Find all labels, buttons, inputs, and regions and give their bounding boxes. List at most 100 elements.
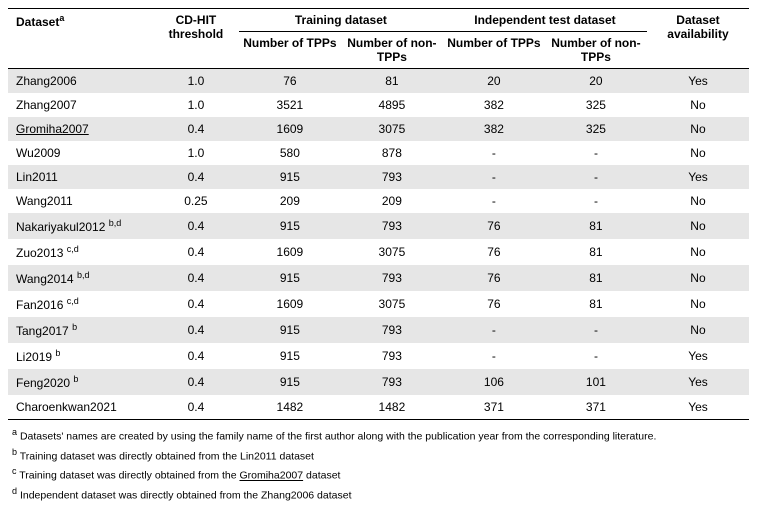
footnote-d: d Independent dataset was directly obtai… [12,485,745,504]
cell-dataset: Nakariyakul2012 b,d [8,213,153,239]
cell-dataset: Zhang2007 [8,93,153,117]
cell-train-tpp: 915 [239,265,341,291]
cell-availability: No [647,141,749,165]
dataset-name: Wang2011 [16,194,73,208]
table-row: Charoenkwan20210.414821482371371Yes [8,395,749,420]
dataset-name: Charoenkwan2021 [16,400,117,414]
cell-cdhit: 0.4 [153,117,239,141]
cell-test-non: - [545,141,647,165]
cell-train-tpp: 3521 [239,93,341,117]
dataset-sup: b [73,374,78,384]
cell-availability: Yes [647,395,749,420]
cell-train-tpp: 1482 [239,395,341,420]
footnote-a-text: Datasets' names are created by using the… [20,431,656,443]
cell-train-non: 793 [341,165,443,189]
dataset-sup: b [55,348,60,358]
cell-train-non: 878 [341,141,443,165]
dataset-sup: b [72,322,77,332]
cell-train-non: 81 [341,69,443,94]
table-row: Li2019 b0.4915793--Yes [8,343,749,369]
cell-availability: No [647,291,749,317]
table-row: Wang20110.25209209--No [8,189,749,213]
cell-availability: No [647,265,749,291]
table-row: Lin20110.4915793--Yes [8,165,749,189]
cell-train-non: 793 [341,369,443,395]
footnote-a-sup: a [12,427,17,437]
cell-test-non: - [545,343,647,369]
cell-test-non: - [545,165,647,189]
cell-train-tpp: 915 [239,343,341,369]
cell-train-non: 793 [341,265,443,291]
cell-dataset: Wang2011 [8,189,153,213]
footnote-c: c Training dataset was directly obtained… [12,465,745,484]
cell-train-tpp: 915 [239,165,341,189]
cell-test-tpp: - [443,165,545,189]
cell-train-tpp: 915 [239,369,341,395]
cell-availability: No [647,317,749,343]
cell-test-non: 81 [545,265,647,291]
dataset-name: Zhang2007 [16,98,77,112]
footnote-d-text: Independent dataset was directly obtaine… [20,490,352,502]
cell-dataset: Tang2017 b [8,317,153,343]
table-body: Zhang20061.076812020YesZhang20071.035214… [8,69,749,420]
cell-train-tpp: 1609 [239,291,341,317]
datasets-table: Dataseta CD-HIT threshold Training datas… [8,8,749,420]
cell-train-tpp: 915 [239,317,341,343]
cell-availability: Yes [647,165,749,189]
col-independent: Independent test dataset [443,9,647,32]
col-train-tpps: Number of TPPs [239,32,341,69]
cell-availability: No [647,189,749,213]
cell-test-non: - [545,317,647,343]
table-row: Gromiha20070.416093075382325No [8,117,749,141]
cell-test-non: 325 [545,117,647,141]
cell-cdhit: 1.0 [153,69,239,94]
col-training: Training dataset [239,9,443,32]
cell-dataset: Wu2009 [8,141,153,165]
col-dataset-label: Dataset [16,15,59,29]
dataset-name: Wu2009 [16,146,60,160]
cell-cdhit: 0.4 [153,239,239,265]
cell-train-non: 3075 [341,117,443,141]
cell-dataset: Gromiha2007 [8,117,153,141]
cell-availability: No [647,239,749,265]
cell-train-non: 3075 [341,291,443,317]
cell-cdhit: 0.25 [153,189,239,213]
cell-cdhit: 0.4 [153,343,239,369]
dataset-name: Lin2011 [16,170,58,184]
col-dataset-sup: a [59,13,64,23]
cell-cdhit: 1.0 [153,93,239,117]
footnote-c-underlined: Gromiha2007 [239,470,303,482]
dataset-name: Wang2014 [16,272,77,286]
cell-test-tpp: 76 [443,291,545,317]
cell-test-non: 101 [545,369,647,395]
cell-dataset: Zhang2006 [8,69,153,94]
dataset-name: Feng2020 [16,376,73,390]
cell-test-non: 81 [545,213,647,239]
footnote-d-sup: d [12,486,17,496]
col-cdhit: CD-HIT threshold [153,9,239,69]
cell-test-tpp: 76 [443,265,545,291]
cell-test-tpp: - [443,343,545,369]
col-test-nontpps: Number of non-TPPs [545,32,647,69]
cell-train-non: 209 [341,189,443,213]
cell-cdhit: 0.4 [153,165,239,189]
cell-train-non: 3075 [341,239,443,265]
dataset-sup: c,d [67,296,79,306]
footnote-b-text: Training dataset was directly obtained f… [20,450,314,462]
cell-dataset: Zuo2013 c,d [8,239,153,265]
footnote-c-text: Training dataset was directly obtained f… [19,470,239,482]
cell-train-tpp: 76 [239,69,341,94]
cell-availability: Yes [647,69,749,94]
footnote-c-after: dataset [303,470,340,482]
cell-cdhit: 0.4 [153,395,239,420]
dataset-name: Tang2017 [16,324,72,338]
footnotes: a Datasets' names are created by using t… [8,420,749,504]
cell-train-non: 793 [341,343,443,369]
cell-test-non: 81 [545,239,647,265]
cell-train-tpp: 1609 [239,117,341,141]
cell-availability: No [647,117,749,141]
cell-dataset: Li2019 b [8,343,153,369]
footnote-a: a Datasets' names are created by using t… [12,426,745,445]
cell-test-tpp: 382 [443,117,545,141]
col-availability: Dataset availability [647,9,749,69]
